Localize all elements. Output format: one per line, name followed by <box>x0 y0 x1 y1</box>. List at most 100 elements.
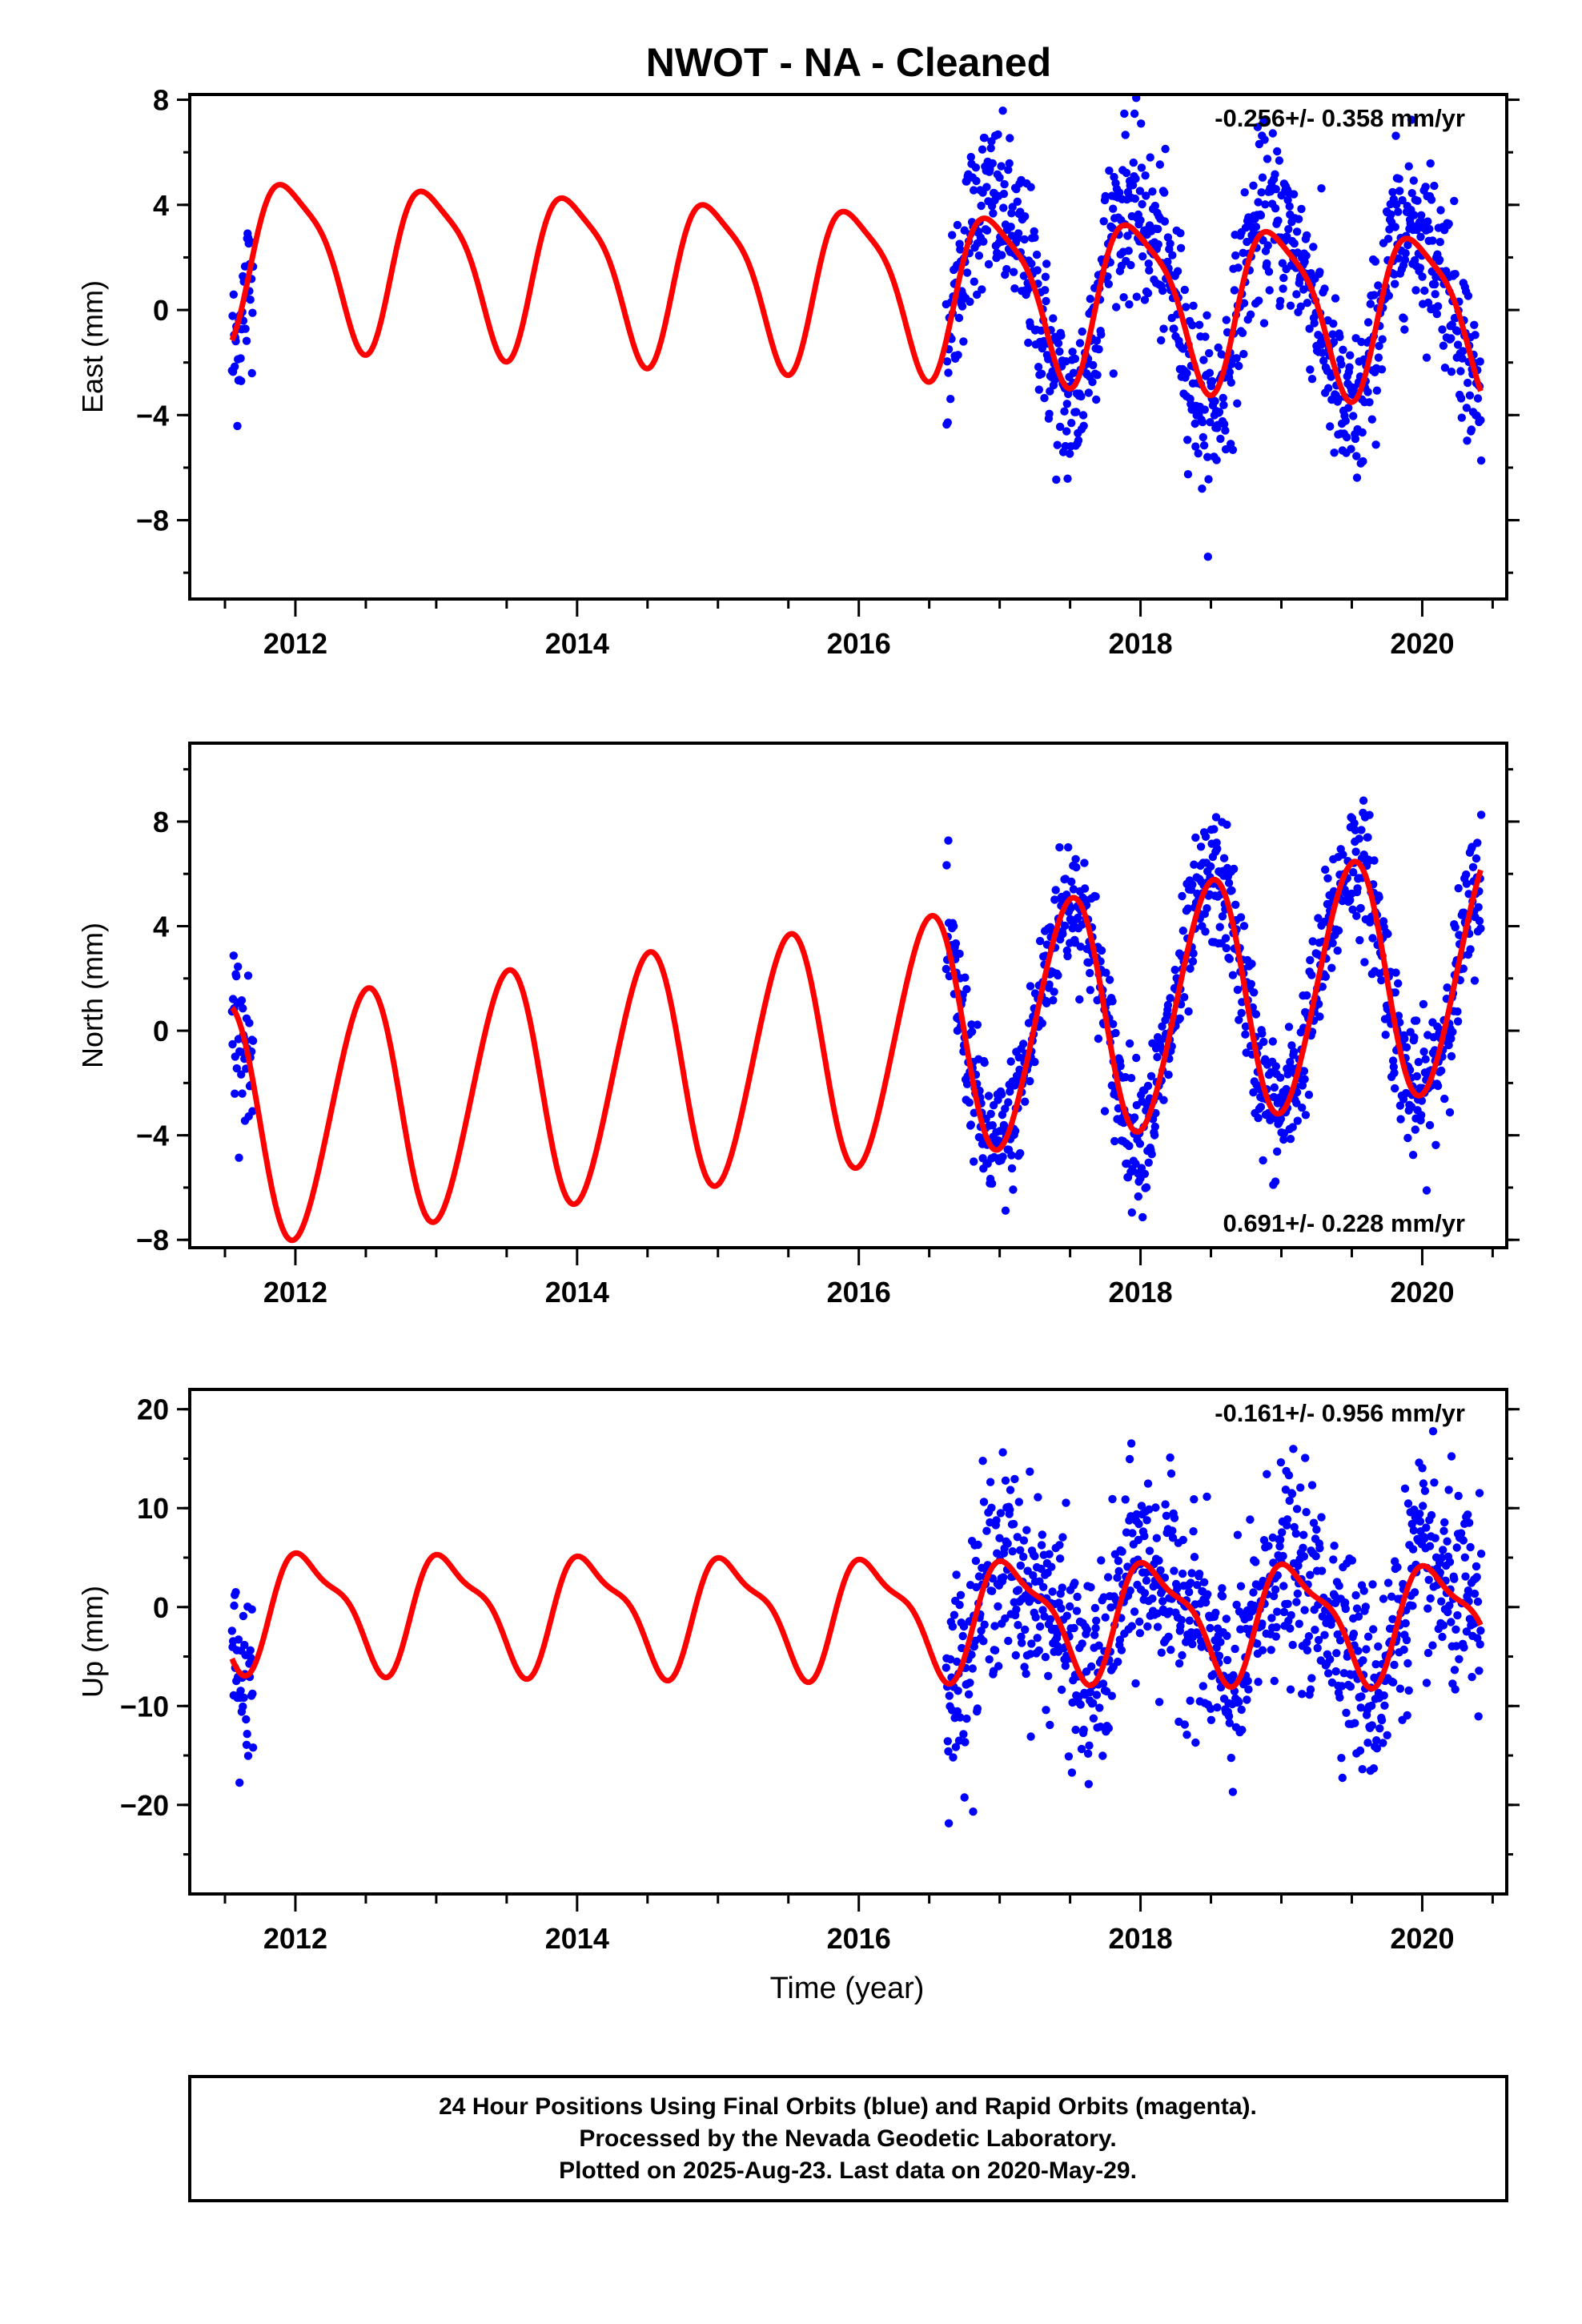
data-point <box>1447 1051 1456 1061</box>
data-point <box>236 354 245 363</box>
data-point <box>1422 1186 1431 1195</box>
data-point <box>238 1089 247 1098</box>
data-point <box>1319 356 1328 365</box>
data-point <box>1472 854 1481 863</box>
data-point <box>1321 865 1330 875</box>
data-point <box>1035 936 1045 946</box>
data-point <box>1199 441 1209 450</box>
data-point <box>1143 288 1153 298</box>
data-point <box>1423 1604 1432 1613</box>
data-point <box>1263 259 1271 268</box>
data-point <box>1215 923 1224 931</box>
data-point <box>1203 553 1213 561</box>
data-point <box>1444 219 1453 228</box>
data-point <box>1301 1111 1311 1120</box>
data-point <box>1096 1723 1105 1731</box>
data-point <box>1062 1611 1072 1620</box>
data-point <box>1091 892 1100 901</box>
data-point <box>1231 900 1240 910</box>
data-point <box>1052 475 1061 485</box>
data-point <box>1155 160 1165 169</box>
data-point <box>1186 964 1195 973</box>
data-point <box>1187 1569 1196 1578</box>
data-point <box>1156 1566 1165 1575</box>
data-point <box>1075 339 1085 348</box>
data-point <box>1355 834 1363 843</box>
y-tick-label: 0 <box>153 294 169 327</box>
data-point <box>987 1586 997 1596</box>
data-point <box>1398 195 1407 205</box>
data-point <box>1041 286 1050 295</box>
data-point <box>1443 1537 1452 1546</box>
data-point <box>1307 1481 1317 1490</box>
data-point <box>1259 117 1268 126</box>
data-point <box>1189 301 1198 310</box>
data-point <box>1284 225 1293 234</box>
data-point <box>235 1153 243 1162</box>
data-point <box>1330 448 1339 457</box>
data-point <box>1363 388 1372 396</box>
data-point <box>1419 1047 1428 1056</box>
data-point <box>1097 946 1106 955</box>
data-point <box>1045 980 1054 989</box>
data-point <box>1097 1556 1106 1565</box>
data-point <box>1368 934 1377 943</box>
model-curve <box>229 1550 1484 1692</box>
data-point <box>1310 319 1319 328</box>
data-point <box>997 162 1006 171</box>
data-point <box>1140 296 1150 304</box>
data-point <box>1116 1062 1125 1071</box>
data-point <box>1045 409 1054 418</box>
data-point <box>987 1179 997 1188</box>
data-point <box>1115 1635 1125 1644</box>
data-point <box>1042 259 1051 268</box>
data-point <box>1104 279 1114 288</box>
data-point <box>1327 963 1336 972</box>
data-point <box>1314 1635 1323 1645</box>
data-point <box>1188 880 1197 889</box>
data-point <box>1029 1571 1038 1580</box>
data-point <box>1339 850 1347 859</box>
data-point <box>1423 217 1432 226</box>
data-point <box>1258 1619 1267 1628</box>
plot-frame <box>188 742 1508 1249</box>
data-point <box>1292 1505 1302 1514</box>
data-point <box>1270 1676 1279 1686</box>
data-point <box>1472 1573 1481 1582</box>
data-point <box>1473 838 1482 847</box>
data-point <box>982 226 992 235</box>
data-point <box>1222 316 1231 324</box>
data-point <box>1166 994 1174 1003</box>
data-point <box>1303 299 1312 308</box>
data-point <box>1420 286 1429 296</box>
data-point <box>1046 387 1054 396</box>
data-point <box>1176 243 1186 252</box>
data-point <box>1403 1659 1412 1668</box>
data-point <box>971 163 981 172</box>
data-point <box>967 1651 976 1659</box>
data-point <box>1306 1685 1315 1694</box>
data-point <box>1125 1141 1134 1151</box>
data-point <box>1068 348 1077 356</box>
data-point <box>1452 1625 1460 1634</box>
data-point <box>1418 272 1427 281</box>
data-point <box>1019 1552 1028 1562</box>
data-point <box>1032 250 1042 259</box>
data-point <box>1358 1765 1367 1774</box>
data-point <box>1428 1641 1437 1650</box>
data-point <box>1304 1632 1314 1641</box>
data-point <box>1411 1016 1421 1025</box>
data-point <box>1154 1698 1164 1707</box>
data-point <box>998 1152 1007 1161</box>
data-point <box>950 1610 959 1619</box>
data-point <box>1423 298 1433 308</box>
data-point <box>1459 964 1468 973</box>
data-point <box>1400 1034 1409 1043</box>
data-point <box>1086 1687 1095 1697</box>
data-point <box>1173 267 1182 275</box>
data-point <box>1170 1514 1179 1522</box>
data-point <box>1002 264 1011 274</box>
data-point <box>1168 251 1177 259</box>
data-point <box>1423 1648 1433 1658</box>
data-point <box>1164 1632 1173 1641</box>
